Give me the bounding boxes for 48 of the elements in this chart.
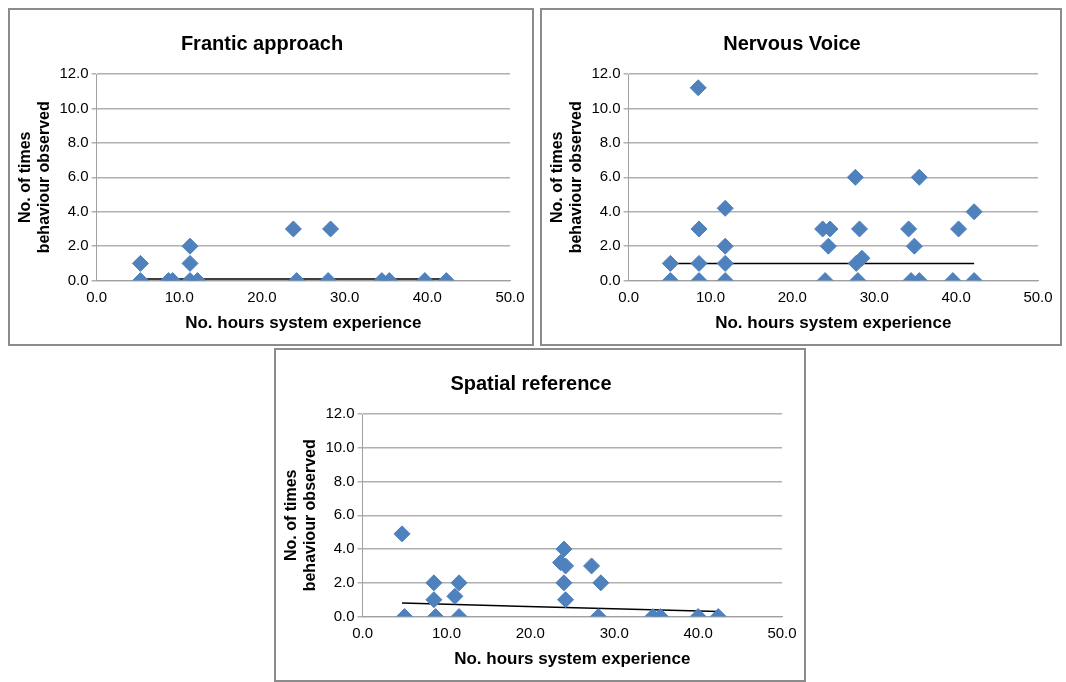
y-tick-label: 12.0 [591,64,621,82]
x-axis-title: No. hours system experience [715,313,952,333]
x-tick-label: 0.0 [352,623,374,641]
chart-title: Spatial reference [450,371,612,394]
x-tick-label: 30.0 [330,287,360,305]
x-tick-label: 30.0 [859,287,889,305]
y-tick-label: 0.0 [67,270,89,288]
y-tick-label: 4.0 [599,201,621,219]
y-tick-label: 4.0 [333,539,355,557]
y-tick-label: 12.0 [59,64,89,82]
y-tick-label: 8.0 [599,133,621,151]
y-tick-label: 2.0 [599,236,621,254]
x-tick-label: 10.0 [695,287,726,305]
x-tick-label: 50.0 [767,623,797,641]
chart-title: Nervous Voice [723,31,861,54]
x-tick-label: 20.0 [777,287,807,305]
y-tick-label: 10.0 [325,437,355,455]
x-tick-label: 10.0 [431,623,462,641]
x-tick-label: 10.0 [164,287,194,305]
chart-title: Frantic approach [180,31,344,54]
y-tick-label: 10.0 [591,98,621,116]
x-tick-label: 40.0 [683,623,713,641]
x-tick-label: 0.0 [86,287,108,305]
x-tick-label: 30.0 [599,623,629,641]
y-tick-label: 2.0 [333,572,355,590]
x-axis-title: No. hours system experience [454,649,691,669]
x-tick-label: 40.0 [941,287,971,305]
y-axis-title: No. of times behaviour observed [282,439,319,592]
x-tick-label: 0.0 [618,287,640,305]
x-tick-label: 50.0 [1023,287,1053,305]
y-tick-label: 0.0 [599,270,621,288]
y-tick-label: 4.0 [67,201,89,219]
y-tick-label: 10.0 [59,98,89,116]
y-axis-title: No. of times behaviour observed [548,101,585,254]
x-tick-label: 40.0 [412,287,442,305]
x-axis-title: No. hours system experience [185,313,422,333]
y-tick-label: 6.0 [599,167,621,185]
y-axis-title: No. of times behaviour observed [16,101,53,254]
y-tick-label: 8.0 [67,133,89,151]
y-tick-label: 6.0 [67,167,89,185]
y-tick-label: 12.0 [325,404,355,422]
y-tick-label: 0.0 [333,606,355,624]
x-tick-label: 50.0 [495,287,525,305]
y-tick-label: 8.0 [333,471,355,489]
x-tick-label: 20.0 [247,287,277,305]
y-tick-label: 2.0 [67,236,89,254]
y-tick-label: 6.0 [333,505,355,523]
x-tick-label: 20.0 [515,623,545,641]
